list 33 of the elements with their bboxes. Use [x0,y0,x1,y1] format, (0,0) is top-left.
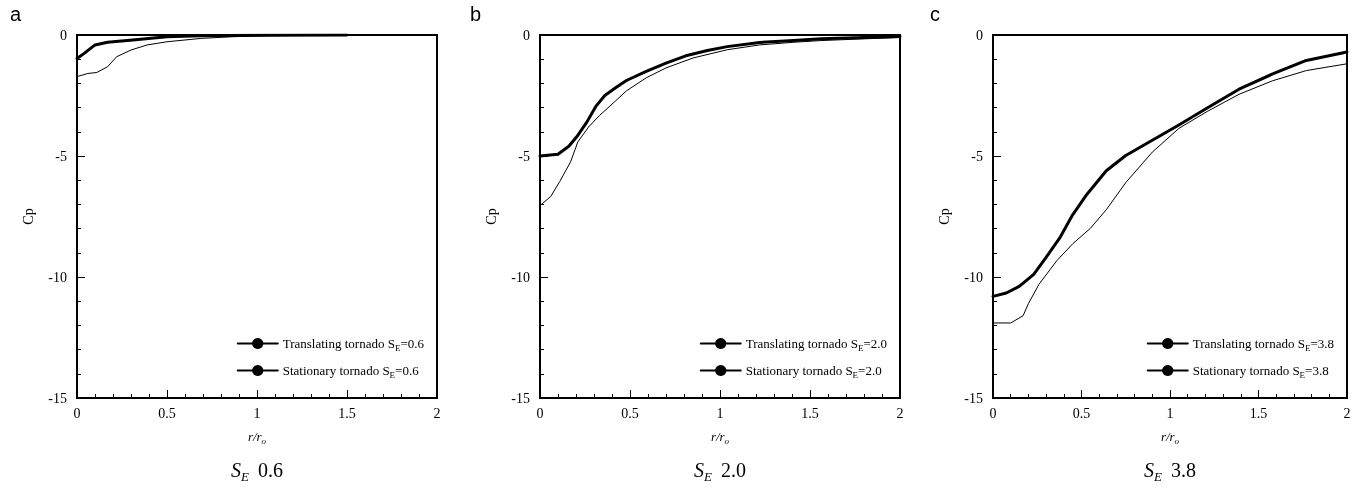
x-tick-label: 1 [1166,405,1174,421]
x-tick-label: 0 [989,405,997,421]
chart-title: b [470,3,482,25]
x-tick-label: 1.5 [801,405,819,421]
chart-title: c [930,3,940,25]
y-tick-label: -5 [518,148,530,164]
y-tick-label: -15 [511,390,530,406]
x-tick-label: 2 [1343,405,1351,421]
x-tick-label: 0.5 [1072,405,1091,421]
y-axis-title: Cp [20,208,36,225]
y-tick-label: -10 [964,269,983,285]
y-tick-label: 0 [60,27,67,43]
x-tick-label: 1.5 [1249,405,1268,421]
x-tick-label: 2 [896,405,904,421]
y-tick-label: -10 [511,269,530,285]
y-tick-label: -5 [55,148,67,164]
y-tick-label: 0 [523,27,530,43]
x-tick-label: 2 [433,405,441,421]
y-tick-label: -15 [964,390,983,406]
x-tick-label: 1 [716,405,724,421]
y-tick-label: 0 [976,27,983,43]
x-tick-label: 1.5 [338,405,356,421]
x-tick-label: 0 [536,405,544,421]
y-axis-title: Cp [483,208,499,225]
y-tick-label: -5 [971,148,983,164]
y-tick-label: -15 [48,390,67,406]
y-axis-title: Cp [936,208,952,225]
chart-title: a [10,3,22,25]
x-tick-label: 0.5 [621,405,639,421]
x-tick-label: 0 [73,405,81,421]
x-tick-label: 1 [253,405,261,421]
y-tick-label: -10 [48,269,67,285]
x-tick-label: 0.5 [158,405,176,421]
